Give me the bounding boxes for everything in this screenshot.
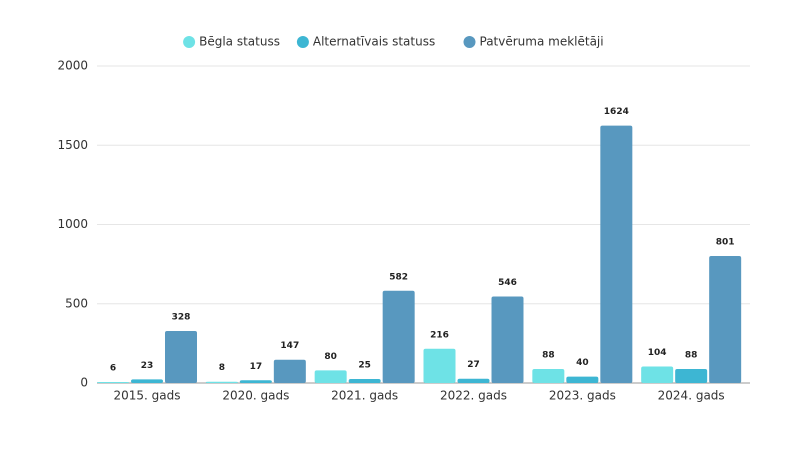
x-tick-label: 2022. gads bbox=[440, 389, 507, 403]
bar bbox=[566, 376, 599, 383]
value-label: 8 bbox=[219, 363, 225, 373]
value-label: 6 bbox=[110, 364, 116, 374]
x-tick-label: 2023. gads bbox=[549, 389, 616, 403]
legend-swatch bbox=[463, 36, 476, 48]
y-tick-label: 1500 bbox=[57, 138, 88, 152]
bar bbox=[457, 378, 490, 383]
bar bbox=[205, 381, 238, 383]
y-tick-label: 2000 bbox=[57, 59, 88, 73]
bar bbox=[97, 382, 129, 383]
bar bbox=[600, 125, 633, 383]
x-tick-label: 2021. gads bbox=[331, 389, 398, 403]
value-label: 801 bbox=[716, 238, 735, 248]
y-tick-label: 1000 bbox=[57, 217, 88, 231]
value-label: 23 bbox=[141, 361, 154, 371]
legend-label: Alternatīvais statuss bbox=[313, 35, 435, 49]
value-label: 40 bbox=[576, 358, 589, 368]
x-tick-label: 2020. gads bbox=[222, 389, 289, 403]
value-label: 80 bbox=[324, 352, 337, 362]
value-label: 88 bbox=[685, 351, 698, 361]
value-label: 582 bbox=[389, 272, 408, 282]
bar bbox=[641, 366, 674, 383]
bar bbox=[165, 331, 197, 383]
value-label: 1624 bbox=[604, 107, 629, 117]
bar bbox=[314, 370, 347, 383]
value-label: 17 bbox=[250, 362, 263, 372]
legend-swatch bbox=[296, 36, 309, 48]
x-tick-label: 2015. gads bbox=[113, 389, 180, 403]
bar bbox=[532, 369, 565, 383]
value-label: 25 bbox=[358, 361, 371, 371]
bar bbox=[239, 380, 272, 383]
value-label: 546 bbox=[498, 278, 517, 288]
bar bbox=[423, 348, 456, 383]
value-label: 104 bbox=[648, 348, 667, 358]
bar bbox=[709, 256, 742, 383]
value-label: 88 bbox=[542, 351, 555, 361]
bar bbox=[382, 290, 415, 383]
bar bbox=[675, 369, 708, 383]
y-tick-label: 0 bbox=[80, 376, 88, 390]
x-tick-label: 2024. gads bbox=[658, 389, 725, 403]
value-label: 27 bbox=[467, 360, 480, 370]
legend-swatch bbox=[183, 36, 196, 48]
value-label: 147 bbox=[280, 341, 299, 351]
bar bbox=[348, 379, 381, 383]
y-tick-label: 500 bbox=[65, 296, 88, 310]
value-label: 216 bbox=[430, 330, 449, 340]
legend-label: Bēgla statuss bbox=[199, 35, 280, 49]
bar bbox=[131, 379, 163, 383]
bar bbox=[273, 359, 306, 383]
legend-label: Patvēruma meklētāji bbox=[480, 35, 604, 49]
value-label: 328 bbox=[172, 313, 191, 323]
bar bbox=[491, 296, 524, 383]
